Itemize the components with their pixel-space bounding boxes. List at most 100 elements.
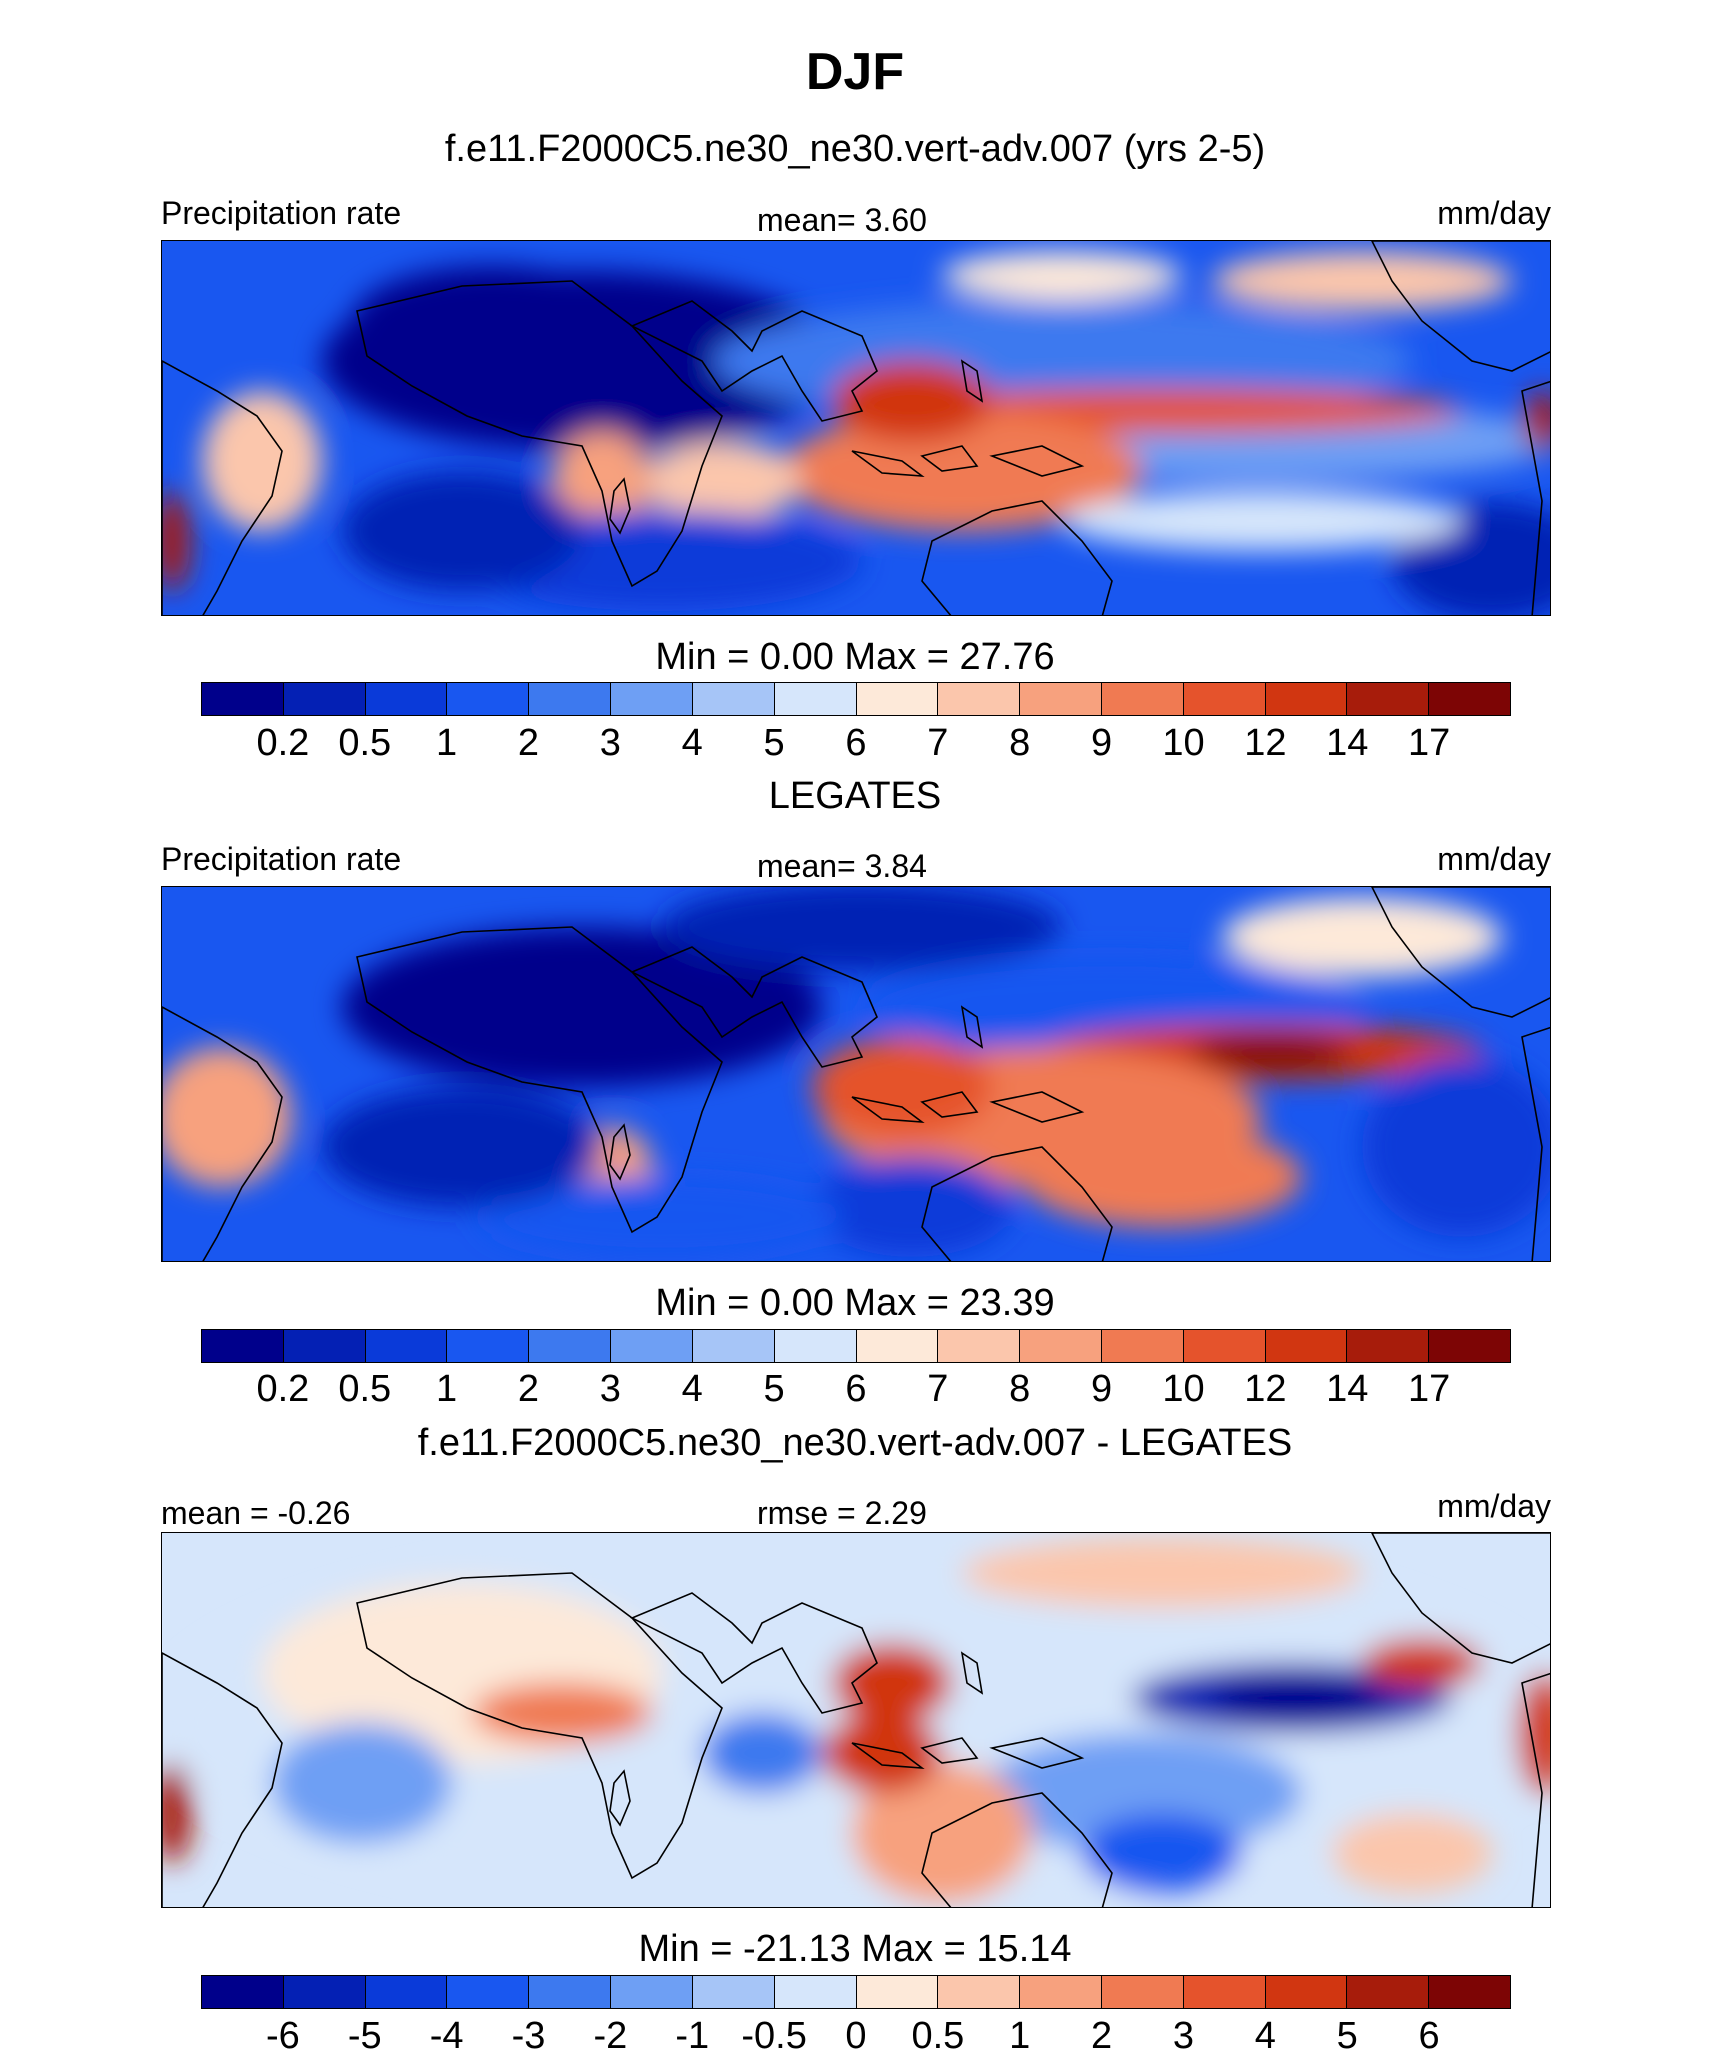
colorbar-swatch [1265,1330,1348,1362]
coastline [356,280,723,588]
panel-2-map [161,886,1551,1262]
coastline [162,360,283,615]
field-region [662,887,1062,972]
colorbar-swatch [365,683,448,715]
colorbar-tick-label: 8 [1009,722,1031,764]
field-region [1192,1034,1352,1070]
colorbar-tick-label: 5 [1336,2015,1358,2057]
colorbar-tick-label: 12 [1244,722,1287,764]
panel-2-colorbar [201,1329,1511,1363]
colorbar-tick-label: 6 [845,1368,867,1410]
colorbar-swatch [1347,1976,1430,2008]
field-region [832,1643,952,1723]
panel-3-mean-label: mean = -0.26 [161,1495,351,1531]
field-region [162,1763,192,1863]
colorbar-swatch [1020,1330,1102,1362]
colorbar-swatch [1429,1976,1510,2008]
field-region [1022,1127,1302,1227]
colorbar-swatch [1429,1330,1510,1362]
field-region [342,471,582,591]
colorbar-swatch [774,1976,857,2008]
colorbar-swatch [365,1330,448,1362]
field-region [832,361,992,441]
colorbar-swatch [692,683,775,715]
panel-3-rmse-label: rmse = 2.29 [757,1495,927,1531]
colorbar-tick-label: 17 [1407,1368,1451,1410]
colorbar-swatch [1265,1976,1348,2008]
colorbar-swatch [283,683,366,715]
coastline [920,445,979,472]
coastline [960,1005,984,1049]
coastline [1521,380,1550,615]
colorbar-tick-label: 0.5 [338,722,392,764]
field-region [482,1177,842,1257]
colorbar-tick-label: 2 [517,1368,540,1410]
field-region [1362,1057,1550,1237]
coastline [960,1651,984,1695]
colorbar-swatch [202,1976,284,2008]
colorbar-tick-label: 10 [1162,1368,1205,1410]
field-region [1212,1678,1392,1718]
coastline [851,450,925,478]
panel-1-units-label: mm/day [1437,195,1551,231]
coastline [630,300,878,422]
coastline [920,1091,979,1118]
colorbar-swatch [938,1330,1021,1362]
colorbar-tick-label: 0.5 [338,1368,392,1410]
colorbar-swatch [447,1330,530,1362]
colorbar-tick-label: 7 [927,722,949,764]
field-region [162,491,190,591]
coastline [356,1572,723,1880]
colorbar-swatch [1101,1330,1184,1362]
colorbar-swatch [283,1976,366,2008]
panel-2-variable-label: Precipitation rate [161,841,402,877]
map-field [162,887,1550,1261]
field-region [162,1047,292,1187]
colorbar-swatch [938,1976,1021,2008]
colorbar-tick-label: 5 [763,722,785,764]
field-region [702,1713,822,1793]
colorbar-swatch [1183,683,1266,715]
coastline [989,1737,1085,1769]
panel-1-minmax: Min = 0.00 Max = 27.76 [655,636,1055,678]
colorbar-tick-label: -2 [593,2015,628,2057]
colorbar-tick-label: 4 [1254,2015,1276,2057]
colorbar-tick-label: 9 [1091,1368,1113,1410]
coastline [921,500,1113,615]
panel-3-title: f.e11.F2000C5.ne30_ne30.vert-adv.007 - L… [417,1422,1293,1464]
panel-1-variable-label: Precipitation rate [161,195,402,231]
field-region [202,391,322,531]
coastline [162,1652,283,1907]
panel-3-minmax: Min = -21.13 Max = 15.14 [638,1928,1072,1970]
field-region [822,1713,942,1793]
field-region [1332,1813,1492,1893]
coastline [921,1146,1113,1261]
field-region [812,1037,992,1137]
coastline [630,1592,878,1714]
panel-1-map [161,240,1551,616]
colorbar-tick-label: 1 [1009,2015,1031,2057]
coastline [989,445,1085,477]
colorbar-tick-label: 3 [1172,2015,1195,2057]
colorbar-swatch [856,1976,939,2008]
colorbar-tick-label: -5 [347,2015,382,2057]
colorbar-swatch [447,683,530,715]
map-field [162,1533,1550,1907]
colorbar-swatch [447,1976,530,2008]
coastline [162,1006,283,1261]
panel-2-title: LEGATES [768,775,942,817]
colorbar-swatch [365,1976,448,2008]
coastline [1371,241,1550,372]
colorbar-swatch [283,1330,366,1362]
field-region [1062,491,1462,551]
field-region [852,1763,1032,1903]
panel-3-units-label: mm/day [1437,1488,1551,1524]
panel-2-units-label: mm/day [1437,841,1551,877]
map-field [162,241,1550,615]
field-region [322,1087,602,1207]
panel-3-colorbar [201,1975,1511,2009]
colorbar-tick-label: 3 [599,1368,621,1410]
coastline [960,359,984,403]
coastline [920,1737,979,1764]
coastline [1371,887,1550,1018]
